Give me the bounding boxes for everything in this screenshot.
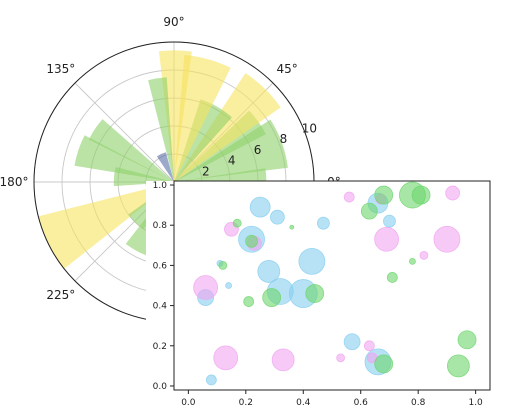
- radial-tick-label: 2: [202, 164, 210, 178]
- scatter-point: [193, 275, 219, 300]
- y-tick-label: 0.8: [153, 221, 168, 231]
- polar-bar: [174, 99, 232, 182]
- scatter-point: [383, 214, 396, 228]
- scatter-point: [270, 209, 285, 225]
- polar-bar: [174, 55, 231, 182]
- scatter-point: [205, 374, 217, 386]
- scatter-point: [386, 272, 398, 283]
- polar-bar: [156, 152, 174, 182]
- x-tick-label: 1.0: [468, 398, 483, 408]
- scatter-point: [343, 191, 355, 203]
- scatter-point: [289, 224, 295, 230]
- x-tick-label: 0.0: [181, 398, 196, 408]
- scatter-point: [249, 196, 271, 218]
- scatter-point: [225, 282, 232, 289]
- polar-bar: [88, 119, 174, 182]
- angle-tick-label: 135°: [46, 62, 75, 76]
- angle-tick-label: 225°: [46, 288, 75, 302]
- scatter-point: [298, 247, 326, 275]
- scatter-point: [360, 202, 378, 220]
- scatter-point: [262, 288, 282, 307]
- scatter-point: [218, 260, 228, 270]
- y-tick-label: 0.2: [153, 342, 167, 352]
- radial-tick-label: 4: [228, 154, 236, 168]
- scatter-point: [374, 185, 394, 205]
- polar-bar: [148, 77, 174, 182]
- scatter-point: [363, 340, 375, 352]
- scatter-point: [305, 284, 325, 303]
- x-tick-label: 0.8: [411, 398, 426, 408]
- polar-bar: [74, 135, 174, 182]
- scatter-point: [245, 234, 258, 248]
- polar-bar: [38, 182, 174, 269]
- x-tick-label: 0.6: [354, 398, 369, 408]
- y-tick-label: 0.4: [153, 302, 168, 312]
- scatter-point: [409, 257, 416, 265]
- scatter-point: [336, 353, 346, 363]
- scatter-point: [271, 348, 295, 372]
- polar-bar: [159, 50, 192, 182]
- x-tick-label: 0.4: [296, 398, 311, 408]
- scatter-frame: [173, 180, 491, 391]
- y-tick-label: 0.6: [153, 261, 168, 271]
- scatter-point: [343, 333, 361, 351]
- angle-tick-label: 90°: [163, 15, 184, 29]
- y-tick-label: 1.0: [153, 181, 168, 191]
- scatter-point: [316, 216, 330, 230]
- scatter-point: [419, 250, 429, 260]
- scatter-point: [374, 354, 394, 374]
- scatter-point: [243, 296, 255, 307]
- radial-tick-label: 8: [280, 132, 288, 146]
- scatter-point: [457, 330, 477, 350]
- scatter-point: [232, 218, 242, 228]
- angle-tick-label: 45°: [276, 62, 297, 76]
- scatter-point: [433, 225, 461, 253]
- scatter-point: [411, 185, 431, 205]
- y-tick-label: 0.0: [153, 382, 168, 392]
- polar-grid-spoke: [74, 82, 175, 183]
- scatter-point: [445, 185, 461, 201]
- angle-tick-label: 180°: [0, 175, 28, 189]
- scatter-point: [374, 226, 399, 252]
- scatter-chart: 0.0 0.2 0.4 0.6 0.8 1.0 0.0 0.2 0.4 0.6 0.8 1.0: [146, 180, 504, 418]
- scatter-point: [257, 260, 281, 283]
- radial-tick-label: 6: [254, 143, 262, 157]
- radial-tick-label: 10: [302, 121, 317, 135]
- polar-bar: [174, 73, 281, 182]
- scatter-points: [193, 181, 477, 386]
- scatter-point: [213, 345, 239, 371]
- x-tick-label: 0.2: [239, 398, 253, 408]
- scatter-point: [446, 354, 470, 378]
